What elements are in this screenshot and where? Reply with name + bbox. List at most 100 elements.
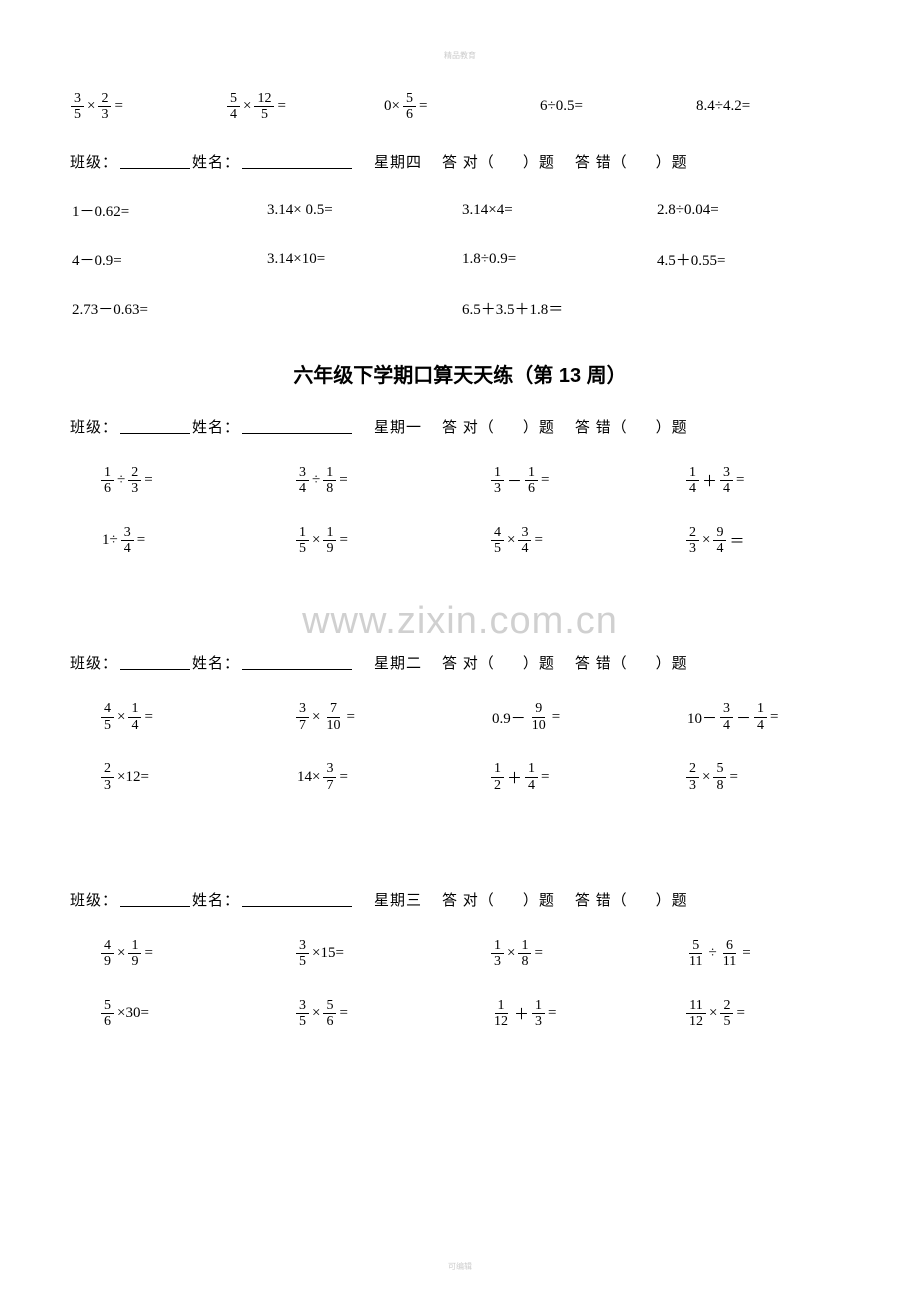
- problem-cell: 1.8÷0.9=: [460, 251, 655, 268]
- problem-cell: 511÷611=: [655, 938, 850, 970]
- fraction: 14: [754, 701, 767, 733]
- fraction: 19: [323, 525, 336, 557]
- problem-cell: 0.9－910=: [460, 701, 655, 733]
- tiny-header: 精品教育: [70, 50, 850, 61]
- problem-cell: 15×19=: [265, 525, 460, 557]
- fraction: 14: [686, 465, 699, 497]
- problem-cell: 23×12=: [70, 761, 265, 793]
- problem-cell: 1112×25=: [655, 998, 850, 1030]
- problem-cell: 13－16=: [460, 465, 655, 497]
- fraction: 23: [98, 91, 111, 123]
- fraction: 34: [121, 525, 134, 557]
- fraction: 611: [720, 938, 739, 970]
- header-line-wed: 班级：姓名：星期三答 对（）题答 错（）题: [70, 889, 850, 910]
- fraction: 25: [720, 998, 733, 1030]
- problem-row: 56×30=35×56=112＋13=1112×25=: [70, 998, 850, 1030]
- fraction: 45: [491, 525, 504, 557]
- fraction: 1112: [686, 998, 706, 1030]
- problem-cell: 2.73－0.63=: [70, 298, 460, 319]
- fraction: 15: [296, 525, 309, 557]
- problem-cell: 2.8÷0.04=: [655, 202, 850, 219]
- fraction: 37: [296, 701, 309, 733]
- fraction: 56: [101, 998, 114, 1030]
- fraction: 23: [686, 525, 699, 557]
- fraction: 58: [713, 761, 726, 793]
- fraction: 13: [491, 465, 504, 497]
- fraction: 18: [518, 938, 531, 970]
- problem-row: 1－0.62=3.14× 0.5=3.14×4=2.8÷0.04=: [70, 200, 850, 221]
- header-line-thu: 班级：姓名：星期四答 对（）题答 错（）题: [70, 151, 850, 172]
- problem-cell: 6÷0.5=: [538, 98, 694, 115]
- fraction: 35: [296, 998, 309, 1030]
- problem-row: 4－0.9=3.14×10=1.8÷0.9=4.5＋0.55=: [70, 249, 850, 270]
- fraction: 34: [296, 465, 309, 497]
- problem-cell: 35×15=: [265, 938, 460, 970]
- fraction: 23: [686, 761, 699, 793]
- fraction: 13: [491, 938, 504, 970]
- fraction: 37: [323, 761, 336, 793]
- fraction: 35: [71, 91, 84, 123]
- problem-cell: 3.14×4=: [460, 202, 655, 219]
- problem-cell: 14×37=: [265, 761, 460, 793]
- problem-cell: 35×56=: [265, 998, 460, 1030]
- problem-cell: 8.4÷4.2=: [694, 98, 850, 115]
- problem-cell: 23×58=: [655, 761, 850, 793]
- problem-cell: 35×23=: [70, 91, 226, 123]
- fraction: 13: [532, 998, 545, 1030]
- fraction: 112: [491, 998, 511, 1030]
- problem-cell: 12＋14=: [460, 761, 655, 793]
- fraction: 19: [128, 938, 141, 970]
- problem-cell: 37×710=: [265, 701, 460, 733]
- problem-cell: 1－0.62=: [70, 200, 265, 221]
- fraction: 23: [101, 761, 114, 793]
- fraction: 94: [713, 525, 726, 557]
- fraction: 125: [254, 91, 274, 123]
- problem-cell: 13×18=: [460, 938, 655, 970]
- problem-cell: 3.14×10=: [265, 251, 460, 268]
- fraction: 910: [529, 701, 549, 733]
- fraction: 56: [323, 998, 336, 1030]
- header-line-tue: 班级：姓名：星期二答 对（）题答 错（）题: [70, 652, 850, 673]
- fraction: 16: [525, 465, 538, 497]
- problem-cell: 16÷23=: [70, 465, 265, 497]
- problem-cell: 3.14× 0.5=: [265, 202, 460, 219]
- fraction: 710: [323, 701, 343, 733]
- fraction: 14: [525, 761, 538, 793]
- problem-cell: 45×14=: [70, 701, 265, 733]
- problem-cell: 56×30=: [70, 998, 265, 1030]
- problem-cell: 14＋34=: [655, 465, 850, 497]
- problem-cell: 45×34=: [460, 525, 655, 557]
- problem-cell: 23×94＝: [655, 525, 850, 557]
- problem-cell: 34÷18=: [265, 465, 460, 497]
- fraction: 34: [720, 465, 733, 497]
- problem-row: 49×19=35×15=13×18=511÷611=: [70, 938, 850, 970]
- fraction: 18: [323, 465, 336, 497]
- problem-cell: 6.5＋3.5＋1.8＝: [460, 298, 850, 319]
- fraction: 16: [101, 465, 114, 497]
- problem-row: 35×23=54×125=0×56=6÷0.5=8.4÷4.2=: [70, 91, 850, 123]
- fraction: 49: [101, 938, 114, 970]
- problem-cell: 1÷34=: [70, 525, 265, 557]
- problem-row: 1÷34=15×19=45×34=23×94＝: [70, 525, 850, 557]
- fraction: 14: [128, 701, 141, 733]
- problem-row: 16÷23=34÷18=13－16=14＋34=: [70, 465, 850, 497]
- fraction: 12: [491, 761, 504, 793]
- fraction: 34: [518, 525, 531, 557]
- fraction: 54: [227, 91, 240, 123]
- header-line-mon: 班级：姓名：星期一答 对（）题答 错（）题: [70, 416, 850, 437]
- problem-row: 2.73－0.63=6.5＋3.5＋1.8＝: [70, 298, 850, 319]
- problem-cell: 54×125=: [226, 91, 382, 123]
- fraction: 56: [403, 91, 416, 123]
- fraction: 23: [128, 465, 141, 497]
- problem-cell: 49×19=: [70, 938, 265, 970]
- fraction: 35: [296, 938, 309, 970]
- problem-cell: 4.5＋0.55=: [655, 249, 850, 270]
- problem-cell: 0×56=: [382, 91, 538, 123]
- problem-row: 23×12=14×37=12＋14=23×58=: [70, 761, 850, 793]
- problem-cell: 10－34－14=: [655, 701, 850, 733]
- problem-cell: 4－0.9=: [70, 249, 265, 270]
- footer-tiny: 可编辑: [0, 1261, 920, 1272]
- fraction: 34: [720, 701, 733, 733]
- problem-cell: 112＋13=: [460, 998, 655, 1030]
- problem-row: 45×14=37×710=0.9－910=10－34－14=: [70, 701, 850, 733]
